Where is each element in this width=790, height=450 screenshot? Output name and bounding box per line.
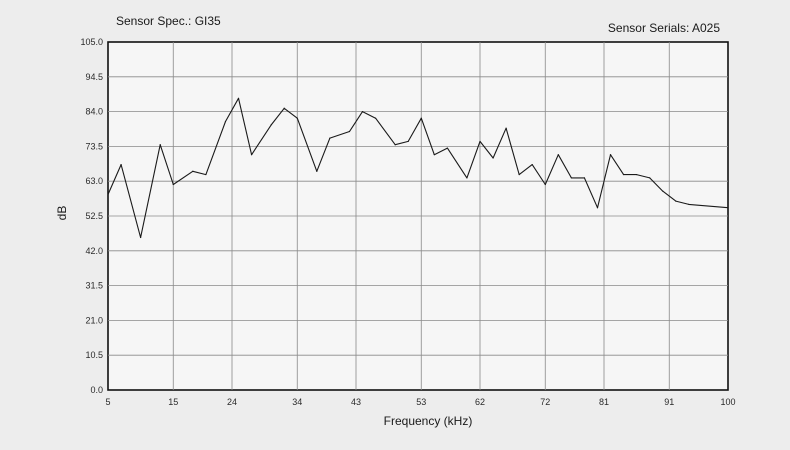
data-point (505, 127, 507, 129)
series-line (107, 97, 729, 239)
data-point (433, 154, 435, 156)
data-point (688, 203, 690, 205)
data-point (329, 137, 331, 139)
data-point (140, 236, 142, 239)
x-tick-label: 5 (105, 397, 110, 407)
x-tick-label: 34 (292, 397, 302, 407)
data-point (492, 157, 494, 159)
y-tick-label: 84.0 (85, 107, 103, 117)
data-point (596, 207, 599, 209)
data-point (466, 177, 468, 179)
x-tick-label: 72 (540, 397, 550, 407)
data-point (583, 177, 586, 179)
data-point (420, 117, 422, 119)
chart-title: Sensor Spec.: GI35 (116, 14, 221, 28)
x-tick-label: 43 (351, 397, 361, 407)
data-point (172, 183, 174, 186)
y-axis-label: dB (55, 206, 69, 221)
y-tick-labels: 0.0 10.5 21.0 31.5 42.0 52.5 63.0 73.5 84.0 94.5 1… (80, 37, 103, 395)
data-point (557, 154, 559, 156)
data-point (544, 183, 546, 186)
x-tick-labels: 5 15 24 34 43 53 62 72 81 91 100 (105, 397, 735, 407)
x-tick-label: 24 (227, 397, 237, 407)
x-tick-label: 100 (720, 397, 735, 407)
x-tick-label: 91 (664, 397, 674, 407)
data-point (374, 117, 377, 119)
y-tick-label: 31.5 (85, 281, 103, 291)
y-tick-label: 52.5 (85, 211, 103, 221)
y-tick-label: 63.0 (85, 176, 103, 186)
chart-subtitle: Sensor Serials: A025 (608, 21, 720, 35)
data-point (205, 173, 207, 176)
data-point (361, 111, 364, 113)
x-tick-label: 81 (599, 397, 609, 407)
x-axis-label: Frequency (kHz) (384, 414, 473, 428)
x-tick-label: 62 (475, 397, 485, 407)
data-point (675, 200, 677, 202)
data-point (224, 120, 227, 123)
y-tick-label: 10.5 (85, 350, 103, 360)
y-tick-label: 42.0 (85, 246, 103, 256)
x-tick-label: 15 (168, 397, 178, 407)
data-point (446, 147, 448, 149)
data-point (518, 173, 520, 176)
data-point (316, 170, 318, 172)
data-point (237, 97, 240, 99)
data-point (296, 117, 298, 119)
data-point (570, 177, 572, 179)
y-tick-label: 0.0 (90, 385, 103, 395)
data-point (622, 173, 625, 176)
data-point (531, 164, 533, 166)
y-tick-label: 105.0 (80, 37, 103, 47)
data-point (107, 193, 109, 196)
data-point (407, 140, 409, 143)
data-point (662, 190, 664, 192)
data-point (192, 170, 194, 172)
data-point (609, 154, 612, 156)
grid-layer (108, 42, 728, 390)
x-tick-label: 53 (416, 397, 426, 407)
data-point (479, 140, 481, 143)
data-point (270, 124, 272, 126)
series-layer (107, 97, 729, 239)
data-point (120, 164, 122, 166)
data-point (727, 207, 729, 209)
data-point (159, 144, 161, 146)
data-point (394, 144, 396, 146)
y-tick-label: 21.0 (85, 315, 103, 325)
data-point (636, 173, 638, 176)
y-tick-label: 73.5 (85, 141, 103, 151)
y-tick-label: 94.5 (85, 72, 103, 82)
data-point (649, 177, 651, 179)
data-point (348, 130, 351, 133)
data-point (250, 154, 253, 156)
data-point (283, 107, 285, 109)
